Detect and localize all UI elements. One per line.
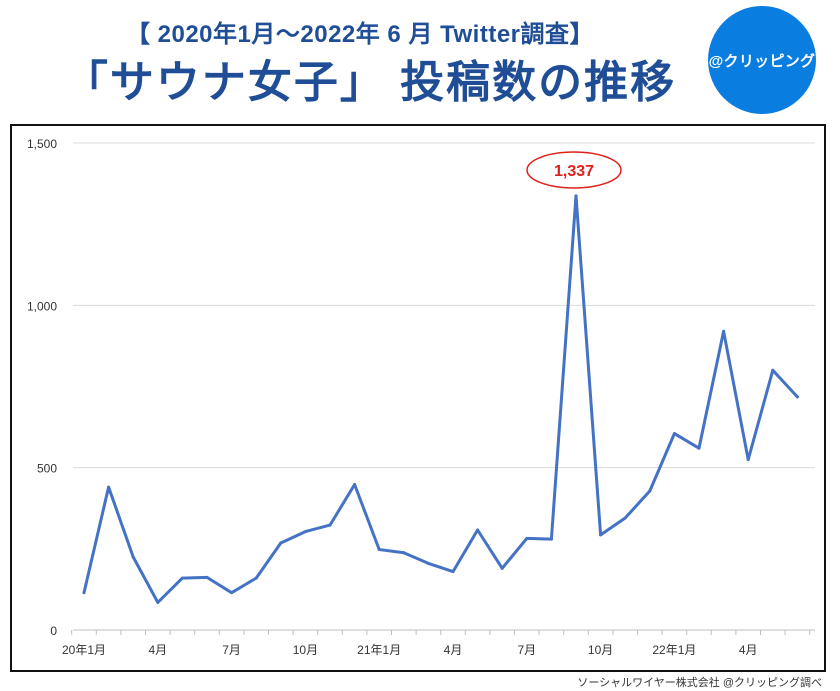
data-point bbox=[697, 446, 701, 450]
data-point bbox=[451, 570, 455, 574]
data-point bbox=[131, 555, 135, 559]
data-point bbox=[722, 329, 726, 333]
x-tick-label: 7月 bbox=[222, 643, 241, 657]
data-point bbox=[377, 547, 381, 551]
data-point bbox=[771, 368, 775, 372]
clipping-badge: @クリッピング bbox=[708, 6, 816, 114]
series-line-posts bbox=[82, 194, 799, 604]
data-point bbox=[476, 528, 480, 532]
data-point bbox=[746, 458, 750, 462]
x-tick-label: 10月 bbox=[293, 643, 318, 657]
data-point bbox=[574, 194, 578, 198]
badge-label: @クリッピング bbox=[708, 52, 816, 70]
data-point bbox=[795, 395, 799, 399]
data-point bbox=[230, 591, 234, 595]
chart-title: 「サウナ女子」 投稿数の推移 bbox=[63, 58, 677, 107]
data-point bbox=[623, 516, 627, 520]
data-point bbox=[672, 432, 676, 436]
y-tick-label: 1,000 bbox=[27, 299, 57, 313]
peak-annotation-ellipse bbox=[526, 151, 622, 189]
data-point bbox=[254, 576, 258, 580]
data-point bbox=[156, 600, 160, 604]
x-tick-label: 22年1月 bbox=[652, 643, 696, 657]
data-point bbox=[279, 541, 283, 545]
data-point bbox=[426, 561, 430, 565]
y-tick-label: 0 bbox=[50, 624, 57, 638]
x-tick-label: 4月 bbox=[148, 643, 167, 657]
y-tick-label: 1,500 bbox=[27, 137, 57, 151]
source-note: ソーシャルワイヤー株式会社 @クリッピング調べ bbox=[577, 677, 822, 689]
data-point bbox=[353, 483, 357, 487]
x-tick-label: 21年1月 bbox=[357, 643, 401, 657]
peak-annotation-label: 1,337 bbox=[554, 163, 594, 180]
data-point bbox=[107, 485, 111, 489]
x-tick-label: 10月 bbox=[588, 643, 613, 657]
chart-frame bbox=[10, 124, 826, 672]
data-point bbox=[82, 591, 86, 595]
x-tick-label: 20年1月 bbox=[62, 643, 106, 657]
x-tick-label: 7月 bbox=[517, 643, 536, 657]
chart-subtitle: 【 2020年1月〜2022年 6 月 Twitter調査】 bbox=[125, 21, 595, 48]
x-tick-label: 4月 bbox=[739, 643, 758, 657]
data-point bbox=[303, 530, 307, 534]
data-point bbox=[500, 566, 504, 570]
data-point bbox=[180, 576, 184, 580]
data-point bbox=[648, 489, 652, 493]
x-tick-label: 4月 bbox=[444, 643, 463, 657]
y-tick-label: 500 bbox=[37, 462, 57, 476]
data-point bbox=[328, 523, 332, 527]
data-point bbox=[402, 551, 406, 555]
data-point bbox=[205, 575, 209, 579]
data-point bbox=[525, 536, 529, 540]
data-point bbox=[549, 537, 553, 541]
data-point bbox=[599, 533, 603, 537]
